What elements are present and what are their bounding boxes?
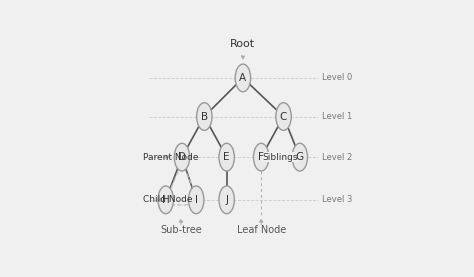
Text: Level 1: Level 1 [322,112,352,121]
Text: Sub-tree: Sub-tree [160,225,202,235]
Text: H: H [162,195,170,205]
Text: Siblings: Siblings [263,153,298,162]
Ellipse shape [158,186,173,214]
Ellipse shape [235,64,251,92]
Text: B: B [201,112,208,122]
Text: Child Node: Child Node [144,195,193,204]
Text: Level 0: Level 0 [322,73,352,83]
Ellipse shape [292,143,308,171]
Text: C: C [280,112,287,122]
Text: Level 2: Level 2 [322,153,352,162]
Text: A: A [239,73,246,83]
Text: J: J [225,195,228,205]
Text: I: I [195,195,198,205]
Text: E: E [223,152,230,162]
Ellipse shape [174,143,190,171]
Text: Root: Root [230,40,255,50]
Ellipse shape [189,186,204,214]
Ellipse shape [254,143,269,171]
Ellipse shape [276,103,291,130]
Text: F: F [258,152,264,162]
Ellipse shape [197,103,212,130]
Text: G: G [296,152,304,162]
Text: Level 3: Level 3 [322,195,353,204]
Text: D: D [178,152,186,162]
Text: Parent Node: Parent Node [144,153,199,162]
Text: Leaf Node: Leaf Node [237,225,286,235]
Ellipse shape [219,186,234,214]
Ellipse shape [219,143,234,171]
